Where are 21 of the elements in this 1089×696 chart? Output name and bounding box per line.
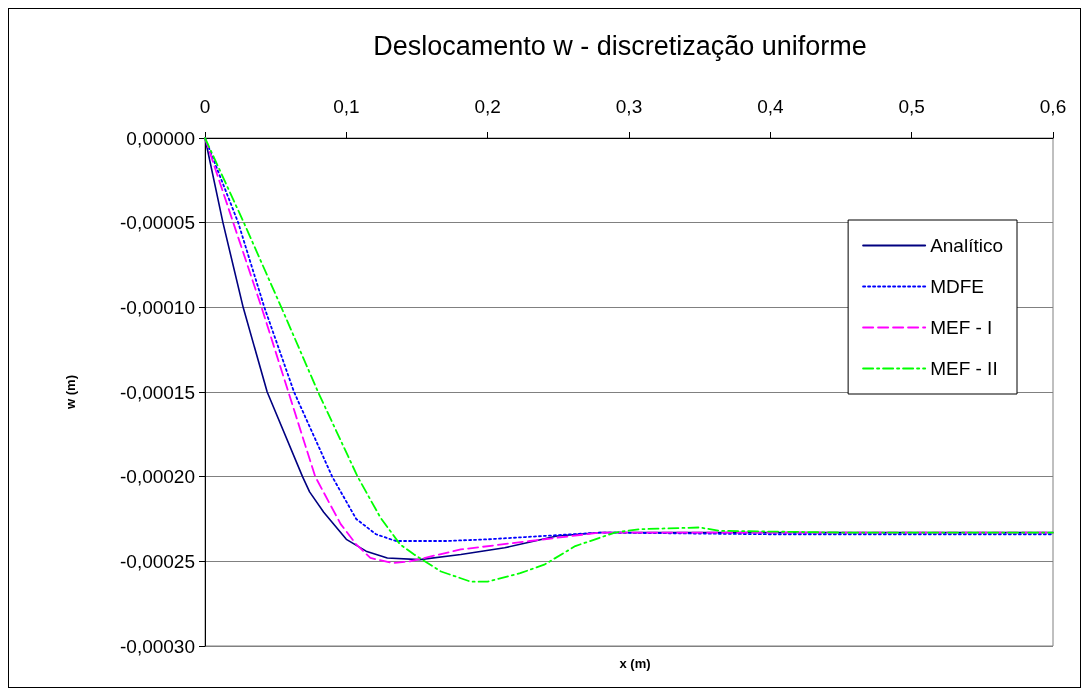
y-tick-label: -0,00005 [119, 212, 195, 234]
x-tick-label: 0,1 [333, 96, 360, 117]
y-tick-label: -0,00025 [119, 550, 195, 572]
chart-title: Deslocamento w - discretização uniforme [373, 30, 867, 61]
y-tick-label: 0,00000 [126, 127, 195, 149]
y-tick-label: -0,00030 [119, 635, 195, 657]
legend-label: MEF - II [930, 358, 998, 379]
y-tick-label: -0,00015 [119, 381, 195, 403]
y-tick-label: -0,00010 [119, 296, 195, 318]
legend-label: Analítico [930, 235, 1003, 256]
x-tick-label: 0,3 [615, 96, 643, 117]
legend-label: MEF - I [930, 317, 993, 338]
x-tick-label: 0,4 [757, 96, 784, 117]
x-tick-label: 0,2 [474, 96, 501, 117]
x-tick-label: 0 [199, 96, 211, 117]
x-tick-label: 0,6 [1039, 96, 1067, 117]
x-tick-label: 0,5 [898, 96, 925, 117]
x-axis-title: x (m) [619, 656, 651, 671]
y-tick-label: -0,00020 [119, 466, 195, 488]
y-axis-title: w (m) [63, 375, 78, 410]
legend-label: MDFE [930, 276, 984, 297]
